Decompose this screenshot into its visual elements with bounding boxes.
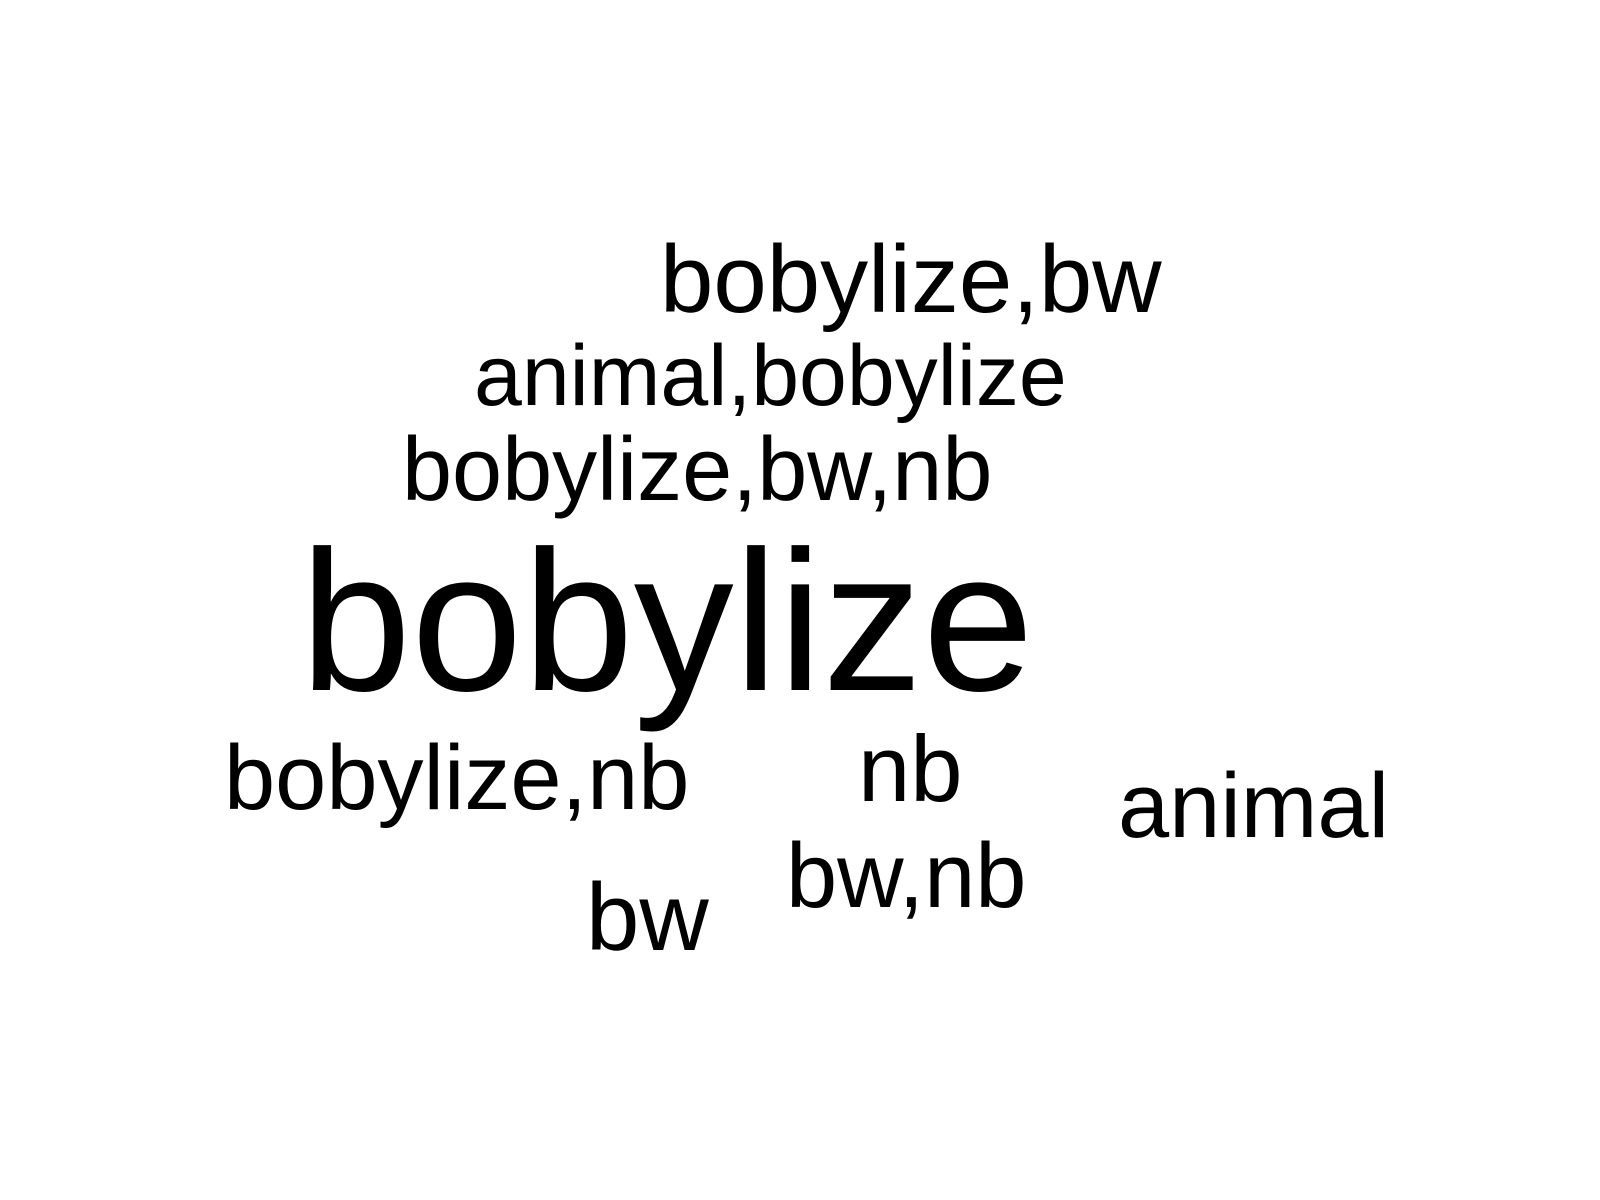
word-animal-bobylize: animal,bobylize: [474, 328, 1067, 424]
word-bw: bw: [586, 864, 709, 971]
word-bw-nb: bw,nb: [786, 825, 1027, 927]
word-bobylize-bw-nb: bobylize,bw,nb: [402, 420, 993, 520]
word-bobylize-nb: bobylize,nb: [224, 727, 690, 829]
word-nb: nb: [858, 716, 963, 821]
word-bobylize: bobylize: [300, 510, 1034, 733]
word-bobylize-bw: bobylize,bw: [660, 226, 1162, 333]
word-animal: animal: [1118, 755, 1390, 857]
